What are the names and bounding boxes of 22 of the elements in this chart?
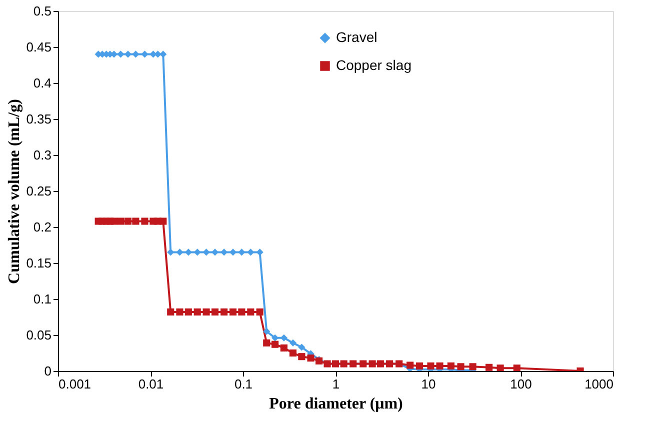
y-tick-label: 0.2 [33,220,52,234]
y-axis-title: Cumulative volume (mL/g) [6,99,24,284]
x-tick-label: 0.1 [234,376,253,392]
x-tick-label: 100 [510,376,532,392]
x-tick-label: 0.01 [138,376,164,392]
legend-label: Copper slag [336,57,412,73]
y-tick-label: 0.15 [26,256,52,270]
x-tick-label: 0.001 [58,376,92,392]
x-tick-label: 10 [421,376,436,392]
y-tick-label: 0.3 [33,148,52,162]
legend-label: Gravel [336,29,378,45]
x-tick-label: 1 [332,376,340,392]
y-tick-label: 0.25 [26,184,52,198]
y-tick-label: 0.45 [26,40,52,54]
y-tick-label: 0.1 [33,292,52,306]
y-tick-label: 0.05 [26,328,52,342]
y-tick-label: 0.4 [33,76,52,90]
x-axis-title: Pore diameter (μm) [269,396,403,412]
x-tick-label: 1000 [584,376,614,392]
y-tick-label: 0 [44,364,52,378]
y-tick-label: 0.35 [26,112,52,126]
y-tick-label: 0.5 [33,4,52,18]
